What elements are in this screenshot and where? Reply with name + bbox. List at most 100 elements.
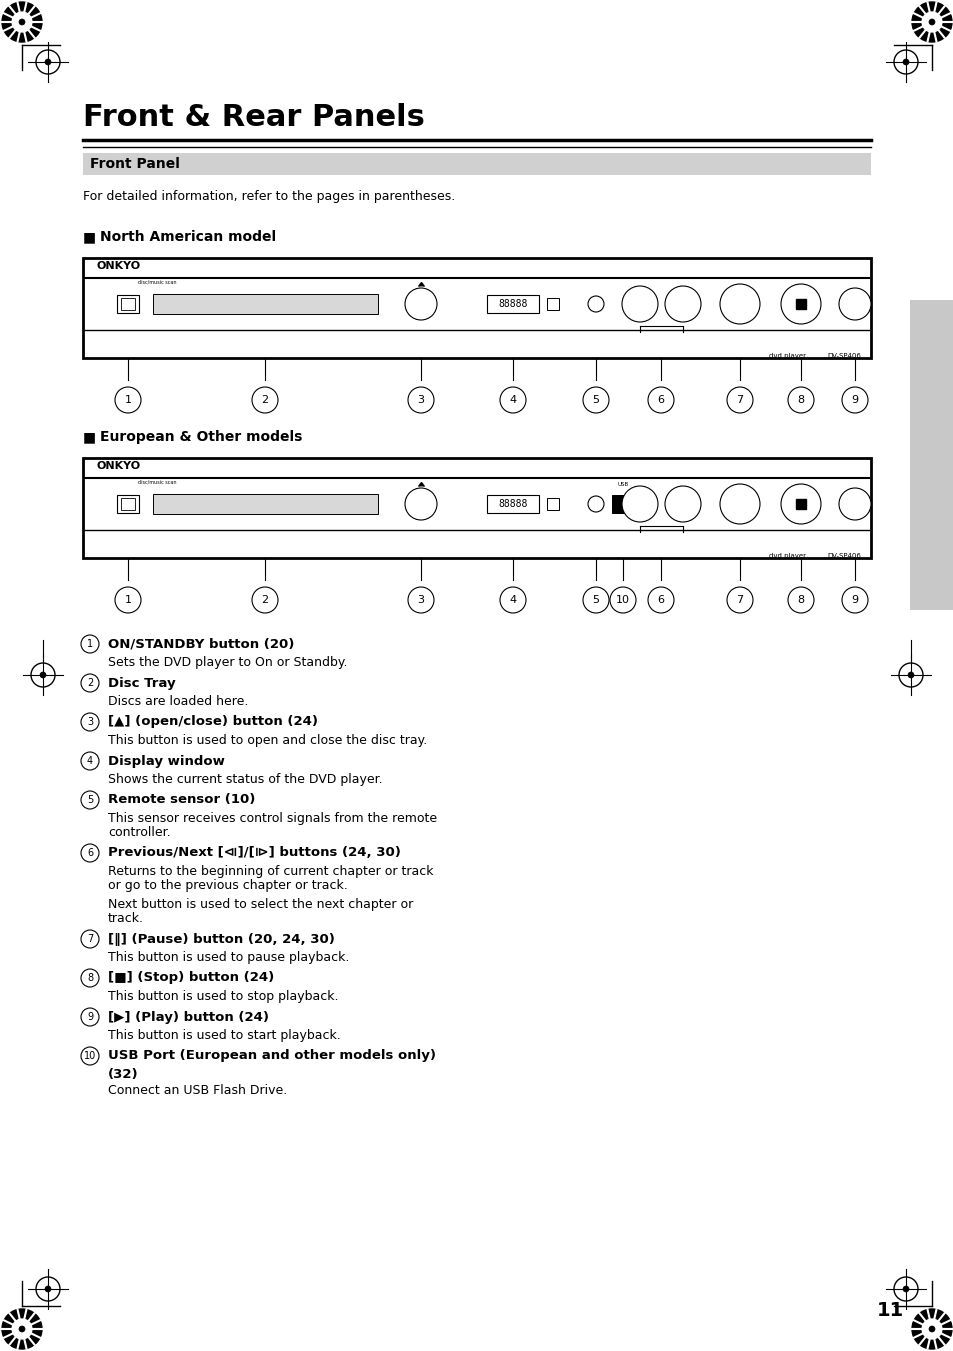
Text: This sensor receives control signals from the remote: This sensor receives control signals fro… bbox=[108, 812, 436, 825]
Text: [▶] (Play) button (24): [▶] (Play) button (24) bbox=[108, 1011, 269, 1024]
Text: This button is used to open and close the disc tray.: This button is used to open and close th… bbox=[108, 734, 427, 747]
Text: 8: 8 bbox=[797, 594, 803, 605]
Text: 9: 9 bbox=[850, 394, 858, 405]
Text: This button is used to start playback.: This button is used to start playback. bbox=[108, 1029, 340, 1042]
Text: 88888: 88888 bbox=[497, 499, 527, 509]
Text: 5: 5 bbox=[592, 394, 598, 405]
Text: 5: 5 bbox=[87, 794, 93, 805]
Bar bbox=[152, 494, 377, 513]
Circle shape bbox=[2, 1, 42, 42]
Text: 10: 10 bbox=[84, 1051, 96, 1061]
Circle shape bbox=[838, 488, 870, 520]
Text: This button is used to stop playback.: This button is used to stop playback. bbox=[108, 990, 338, 1002]
Text: 8: 8 bbox=[797, 394, 803, 405]
Bar bbox=[152, 295, 377, 313]
Circle shape bbox=[499, 586, 525, 613]
Text: track.: track. bbox=[108, 912, 144, 925]
Text: 2: 2 bbox=[261, 594, 269, 605]
Text: DV-SP406: DV-SP406 bbox=[826, 553, 861, 559]
Circle shape bbox=[11, 1319, 33, 1340]
Text: 88888: 88888 bbox=[497, 299, 527, 309]
Circle shape bbox=[45, 1286, 51, 1292]
Circle shape bbox=[499, 386, 525, 413]
Text: 7: 7 bbox=[736, 394, 742, 405]
Bar bbox=[486, 295, 538, 313]
Bar bbox=[795, 499, 805, 509]
Text: For detailed information, refer to the pages in parentheses.: For detailed information, refer to the p… bbox=[83, 190, 455, 203]
Text: 1: 1 bbox=[125, 394, 132, 405]
Text: 1: 1 bbox=[87, 639, 93, 648]
Text: 1: 1 bbox=[125, 594, 132, 605]
Text: controller.: controller. bbox=[108, 825, 171, 839]
Text: 7: 7 bbox=[736, 594, 742, 605]
Text: 8: 8 bbox=[87, 973, 93, 984]
Text: [■] (Stop) button (24): [■] (Stop) button (24) bbox=[108, 971, 274, 985]
Circle shape bbox=[928, 19, 934, 26]
Text: Discs are loaded here.: Discs are loaded here. bbox=[108, 694, 248, 708]
Text: 4: 4 bbox=[509, 594, 516, 605]
Circle shape bbox=[408, 586, 434, 613]
Bar bbox=[546, 499, 558, 509]
Circle shape bbox=[911, 1, 951, 42]
Text: dvd player: dvd player bbox=[768, 353, 805, 359]
Circle shape bbox=[664, 286, 700, 322]
Circle shape bbox=[19, 19, 25, 26]
Bar bbox=[117, 295, 139, 313]
Bar bbox=[121, 499, 135, 509]
Circle shape bbox=[838, 288, 870, 320]
Circle shape bbox=[587, 296, 603, 312]
Text: or go to the previous chapter or track.: or go to the previous chapter or track. bbox=[108, 880, 348, 892]
Circle shape bbox=[621, 286, 658, 322]
Circle shape bbox=[582, 386, 608, 413]
Circle shape bbox=[920, 1319, 942, 1340]
Text: (32): (32) bbox=[108, 1069, 138, 1081]
Text: [‖] (Pause) button (20, 24, 30): [‖] (Pause) button (20, 24, 30) bbox=[108, 932, 335, 946]
Circle shape bbox=[621, 486, 658, 521]
Circle shape bbox=[841, 586, 867, 613]
Text: European & Other models: European & Other models bbox=[100, 430, 302, 444]
Text: disc/music scan: disc/music scan bbox=[138, 280, 176, 285]
Text: 2: 2 bbox=[261, 394, 269, 405]
Circle shape bbox=[781, 284, 821, 324]
Text: ON/STANDBY button (20): ON/STANDBY button (20) bbox=[108, 638, 294, 650]
Circle shape bbox=[405, 488, 436, 520]
Circle shape bbox=[841, 386, 867, 413]
Circle shape bbox=[920, 11, 942, 32]
Text: 3: 3 bbox=[417, 594, 424, 605]
Text: Next button is used to select the next chapter or: Next button is used to select the next c… bbox=[108, 898, 413, 911]
Circle shape bbox=[40, 671, 46, 678]
Text: 3: 3 bbox=[417, 394, 424, 405]
Text: 9: 9 bbox=[850, 594, 858, 605]
Circle shape bbox=[726, 586, 752, 613]
Bar bbox=[909, 300, 953, 611]
Circle shape bbox=[45, 59, 51, 65]
Circle shape bbox=[19, 1325, 25, 1332]
Circle shape bbox=[11, 11, 33, 32]
Text: USB Port (European and other models only): USB Port (European and other models only… bbox=[108, 1050, 436, 1062]
Text: ONKYO: ONKYO bbox=[97, 261, 141, 272]
Circle shape bbox=[405, 288, 436, 320]
Bar bbox=[121, 299, 135, 309]
Circle shape bbox=[115, 586, 141, 613]
Circle shape bbox=[647, 386, 673, 413]
Text: ■: ■ bbox=[83, 430, 96, 444]
Text: 6: 6 bbox=[87, 848, 93, 858]
Circle shape bbox=[664, 486, 700, 521]
Text: This button is used to pause playback.: This button is used to pause playback. bbox=[108, 951, 349, 965]
Text: Sets the DVD player to On or Standby.: Sets the DVD player to On or Standby. bbox=[108, 657, 347, 669]
Text: disc/music scan: disc/music scan bbox=[138, 480, 176, 485]
Circle shape bbox=[928, 1325, 934, 1332]
Circle shape bbox=[911, 1309, 951, 1350]
Circle shape bbox=[582, 586, 608, 613]
Text: 5: 5 bbox=[592, 594, 598, 605]
Text: 4: 4 bbox=[509, 394, 516, 405]
Text: Shows the current status of the DVD player.: Shows the current status of the DVD play… bbox=[108, 773, 382, 786]
Text: 6: 6 bbox=[657, 394, 664, 405]
Bar bbox=[795, 299, 805, 309]
Text: USB: USB bbox=[617, 482, 628, 486]
Bar bbox=[83, 258, 870, 358]
Text: 3: 3 bbox=[87, 717, 93, 727]
Bar bbox=[612, 494, 634, 513]
Circle shape bbox=[2, 1309, 42, 1350]
Text: Front & Rear Panels: Front & Rear Panels bbox=[83, 103, 424, 132]
